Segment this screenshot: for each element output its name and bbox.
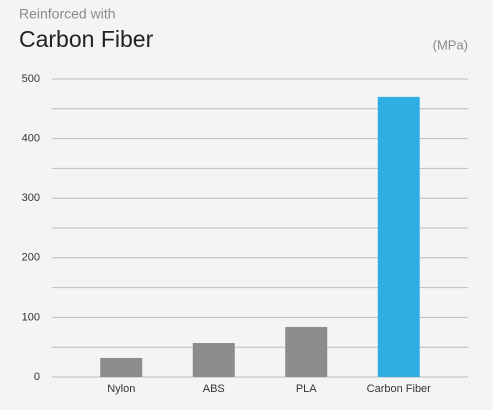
bar	[285, 326, 328, 377]
bar	[377, 96, 420, 377]
chart-title: Carbon Fiber	[19, 26, 154, 52]
y-tick-label: 300	[22, 192, 40, 204]
bar	[100, 357, 143, 377]
y-tick-label: 400	[22, 133, 40, 145]
y-tick-label: 0	[34, 371, 40, 383]
bar	[192, 343, 235, 377]
x-tick-label: PLA	[296, 383, 317, 395]
y-tick-label: 200	[22, 252, 40, 264]
x-tick-label: Nylon	[107, 383, 135, 395]
unit-label: (MPa)	[433, 37, 468, 52]
x-tick-label: ABS	[203, 383, 225, 395]
y-tick-label: 500	[22, 73, 40, 85]
y-tick-label: 100	[22, 311, 40, 323]
x-tick-label: Carbon Fiber	[367, 383, 432, 395]
chart-subtitle: Reinforced with	[19, 6, 116, 22]
